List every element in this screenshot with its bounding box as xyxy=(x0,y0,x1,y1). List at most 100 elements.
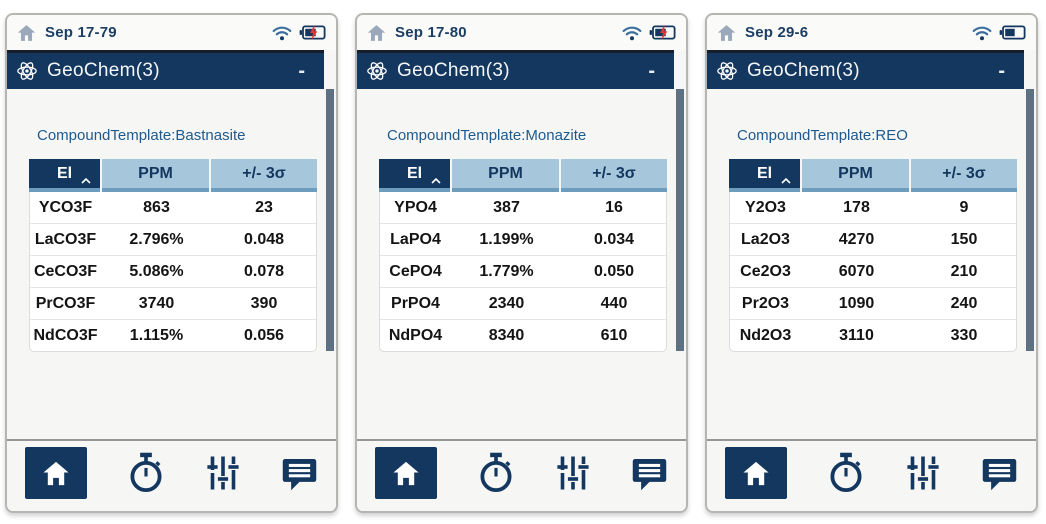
sliders-icon xyxy=(905,453,941,493)
chat-icon xyxy=(631,456,668,491)
screens-row: Sep 17-79 GeoChem(3) - CompoundTemplate:… xyxy=(5,13,1038,513)
title-bar: GeoChem(3) - xyxy=(357,50,674,89)
device-screen: Sep 17-79 GeoChem(3) - CompoundTemplate:… xyxy=(5,13,338,513)
battery-charging-icon xyxy=(649,25,676,40)
nav-messages-button[interactable] xyxy=(981,456,1018,491)
home-icon xyxy=(41,460,71,487)
table-row[interactable]: Ce2O3 6070 210 xyxy=(730,256,1016,288)
table-header: El PPM +/- 3σ xyxy=(729,159,1017,192)
results-table: El PPM +/- 3σ Y2O3 178 9 La2O3 4270 xyxy=(729,159,1017,352)
template-label: CompoundTemplate:Monazite xyxy=(387,127,587,144)
atom-icon xyxy=(366,60,388,82)
status-icons xyxy=(972,25,1026,41)
table-row[interactable]: YPO4 387 16 xyxy=(380,192,666,224)
table-row[interactable]: YCO3F 863 23 xyxy=(30,192,316,224)
nav-settings-button[interactable] xyxy=(555,453,591,493)
home-icon xyxy=(367,24,386,42)
stopwatch-icon xyxy=(127,452,165,494)
sliders-icon xyxy=(205,453,241,493)
table-body: YCO3F 863 23 LaCO3F 2.796% 0.048 CeCO3F … xyxy=(29,192,317,352)
app-title: GeoChem(3) xyxy=(397,60,510,81)
content-area: CompoundTemplate:Bastnasite El PPM +/- 3… xyxy=(7,89,336,439)
sliders-icon xyxy=(555,453,591,493)
battery-icon xyxy=(999,25,1026,40)
table-body: Y2O3 178 9 La2O3 4270 150 Ce2O3 6070 210 xyxy=(729,192,1017,352)
table-row[interactable]: LaPO4 1.199% 0.034 xyxy=(380,224,666,256)
table-row[interactable]: La2O3 4270 150 xyxy=(730,224,1016,256)
minimize-button[interactable]: - xyxy=(998,60,1005,82)
stopwatch-icon xyxy=(827,452,865,494)
results-table: El PPM +/- 3σ YPO4 387 16 LaPO4 1.199% xyxy=(379,159,667,352)
header-cell-el[interactable]: El xyxy=(729,159,800,192)
wifi-icon xyxy=(272,25,292,41)
title-bar: GeoChem(3) - xyxy=(707,50,1024,89)
nav-settings-button[interactable] xyxy=(205,453,241,493)
content-area: CompoundTemplate:Monazite El PPM +/- 3σ … xyxy=(357,89,686,439)
table-row[interactable]: PrCO3F 3740 390 xyxy=(30,288,316,320)
header-cell-sigma[interactable]: +/- 3σ xyxy=(211,159,317,192)
table-row[interactable]: PrPO4 2340 440 xyxy=(380,288,666,320)
nav-bar xyxy=(7,439,336,511)
sort-ascending-icon xyxy=(431,178,441,184)
content-area: CompoundTemplate:REO El PPM +/- 3σ Y2O3 … xyxy=(707,89,1036,439)
scrollbar[interactable] xyxy=(326,89,334,351)
table-row[interactable]: CeCO3F 5.086% 0.078 xyxy=(30,256,316,288)
home-icon xyxy=(391,460,421,487)
table-row[interactable]: CePO4 1.779% 0.050 xyxy=(380,256,666,288)
nav-home-button[interactable] xyxy=(25,447,87,499)
sort-ascending-icon xyxy=(781,178,791,184)
nav-messages-button[interactable] xyxy=(281,456,318,491)
header-cell-sigma[interactable]: +/- 3σ xyxy=(911,159,1017,192)
header-cell-sigma[interactable]: +/- 3σ xyxy=(561,159,667,192)
home-icon xyxy=(17,24,36,42)
scrollbar[interactable] xyxy=(676,89,684,351)
device-screen: Sep 17-80 GeoChem(3) - CompoundTemplate:… xyxy=(355,13,688,513)
header-cell-el[interactable]: El xyxy=(29,159,100,192)
atom-icon xyxy=(16,60,38,82)
chat-icon xyxy=(981,456,1018,491)
title-bar: GeoChem(3) - xyxy=(7,50,324,89)
app-title: GeoChem(3) xyxy=(747,60,860,81)
minimize-button[interactable]: - xyxy=(298,60,305,82)
status-date: Sep 29-6 xyxy=(745,24,809,41)
wifi-icon xyxy=(972,25,992,41)
home-icon xyxy=(741,460,771,487)
minimize-button[interactable]: - xyxy=(648,60,655,82)
wifi-icon xyxy=(622,25,642,41)
nav-home-button[interactable] xyxy=(375,447,437,499)
header-cell-ppm[interactable]: PPM xyxy=(452,159,559,192)
status-icons xyxy=(622,25,676,41)
template-label: CompoundTemplate:REO xyxy=(737,127,908,144)
nav-timer-button[interactable] xyxy=(477,452,515,494)
nav-home-button[interactable] xyxy=(725,447,787,499)
header-cell-el[interactable]: El xyxy=(379,159,450,192)
scrollbar[interactable] xyxy=(1026,89,1034,351)
battery-charging-icon xyxy=(299,25,326,40)
table-row[interactable]: Nd2O3 3110 330 xyxy=(739,326,978,344)
table-row[interactable]: LaCO3F 2.796% 0.048 xyxy=(30,224,316,256)
atom-icon xyxy=(716,60,738,82)
status-date: Sep 17-79 xyxy=(45,24,117,41)
app-title: GeoChem(3) xyxy=(47,60,160,81)
nav-timer-button[interactable] xyxy=(827,452,865,494)
nav-messages-button[interactable] xyxy=(631,456,668,491)
header-cell-ppm[interactable]: PPM xyxy=(802,159,909,192)
table-header: El PPM +/- 3σ xyxy=(29,159,317,192)
nav-settings-button[interactable] xyxy=(905,453,941,493)
table-row[interactable]: Pr2O3 1090 240 xyxy=(730,288,1016,320)
chat-icon xyxy=(281,456,318,491)
sort-ascending-icon xyxy=(81,178,91,184)
table-body: YPO4 387 16 LaPO4 1.199% 0.034 CePO4 1.7… xyxy=(379,192,667,352)
nav-bar xyxy=(357,439,686,511)
template-label: CompoundTemplate:Bastnasite xyxy=(37,127,246,144)
header-cell-ppm[interactable]: PPM xyxy=(102,159,209,192)
table-row[interactable]: NdCO3F 1.115% 0.056 xyxy=(33,326,285,344)
nav-timer-button[interactable] xyxy=(127,452,165,494)
status-bar: Sep 17-80 xyxy=(357,15,686,50)
table-header: El PPM +/- 3σ xyxy=(379,159,667,192)
status-bar: Sep 29-6 xyxy=(707,15,1036,50)
table-row[interactable]: Y2O3 178 9 xyxy=(730,192,1016,224)
table-row[interactable]: NdPO4 8340 610 xyxy=(388,326,628,344)
status-bar: Sep 17-79 xyxy=(7,15,336,50)
status-date: Sep 17-80 xyxy=(395,24,467,41)
